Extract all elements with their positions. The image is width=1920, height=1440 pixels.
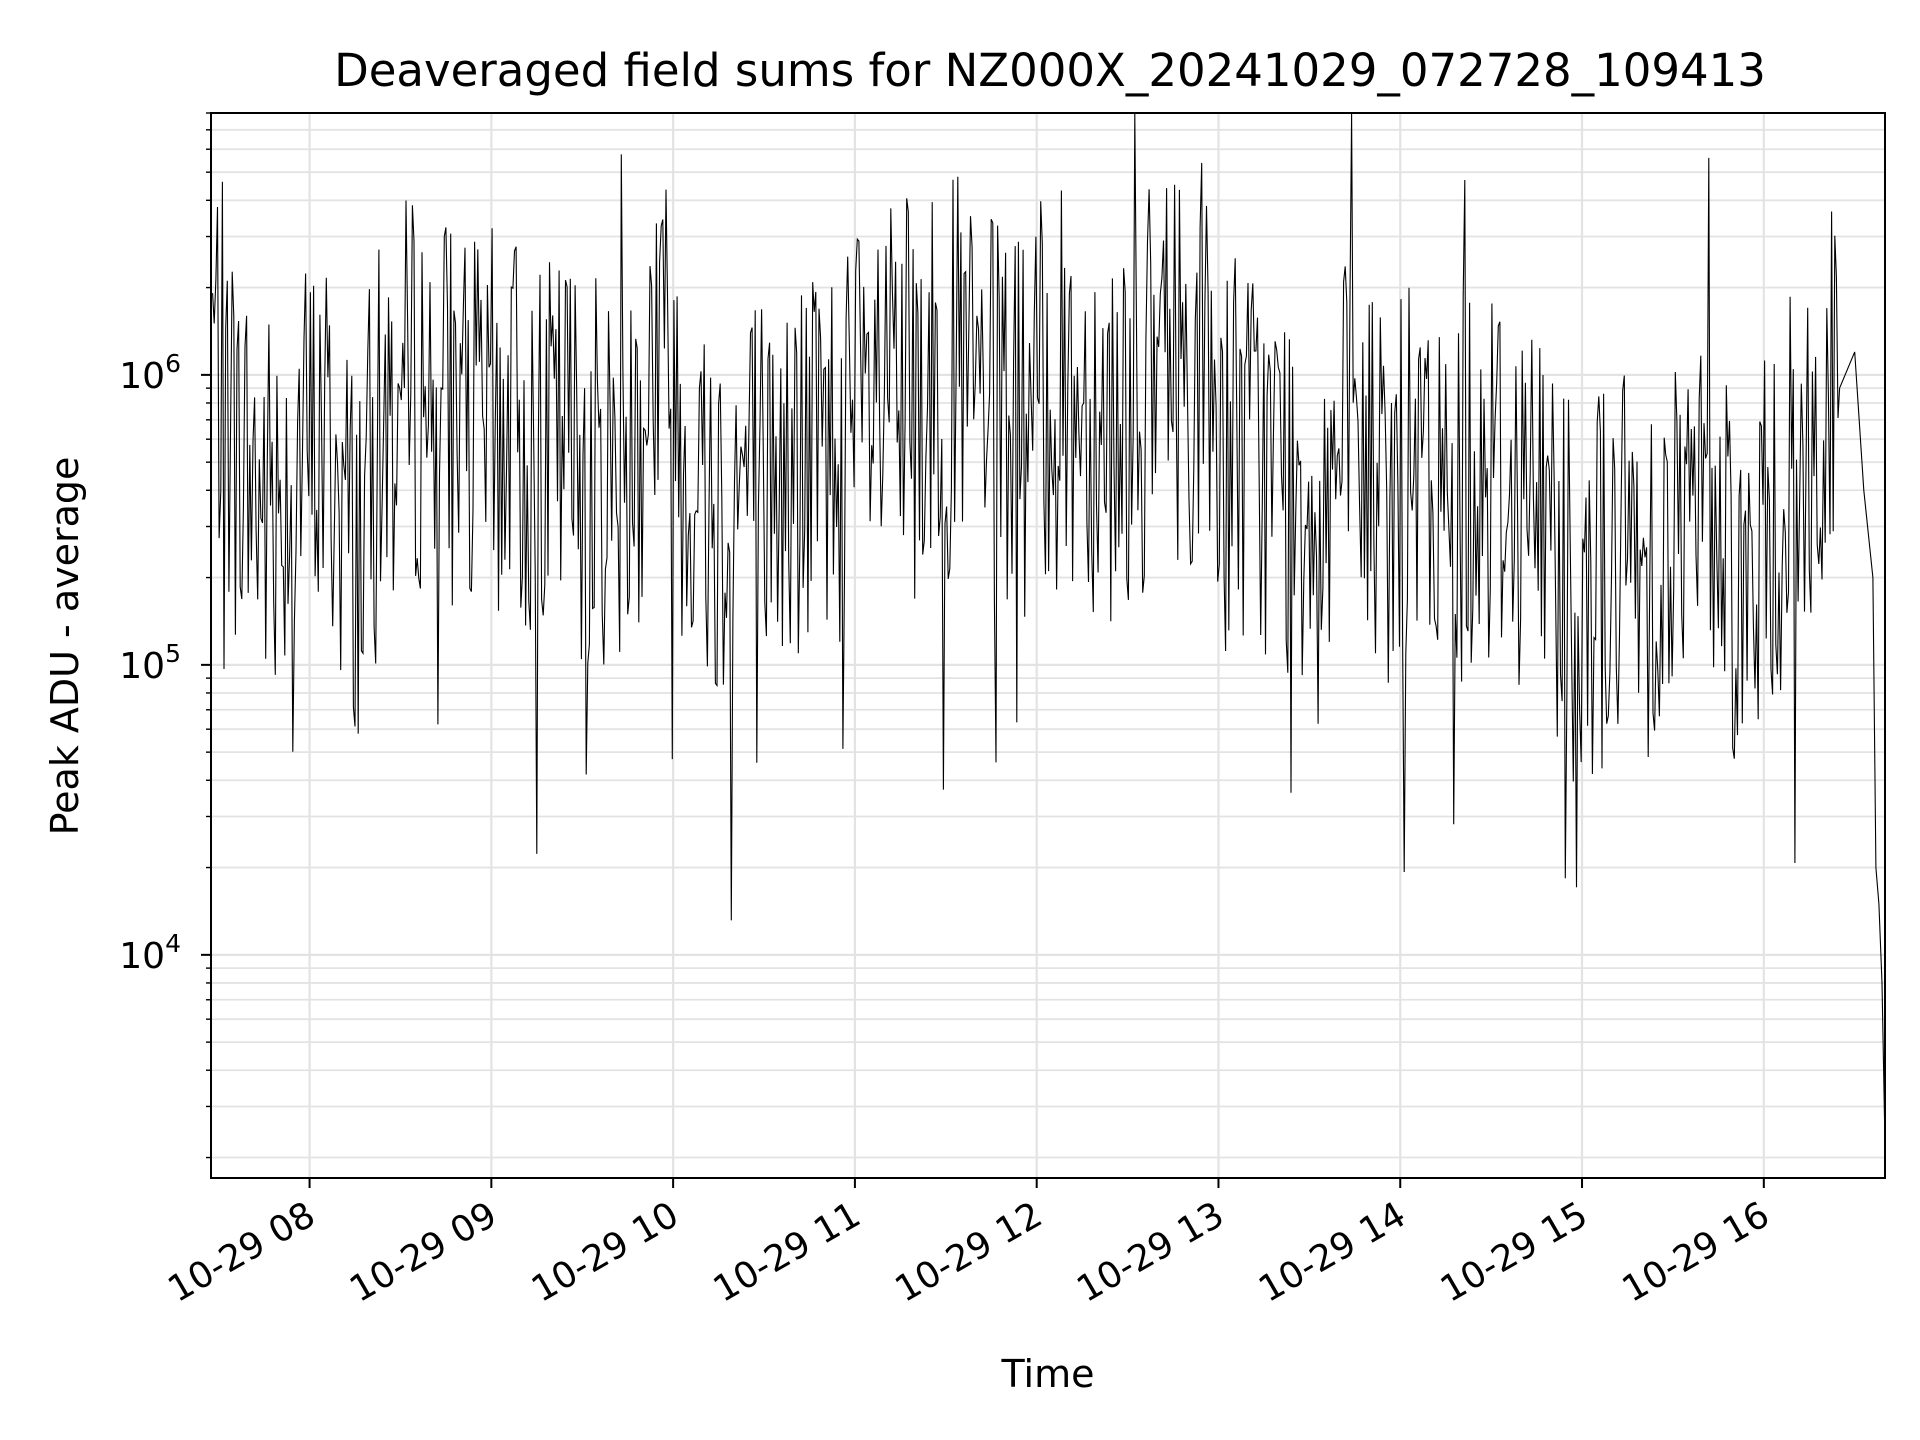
series-group — [212, 112, 1886, 1146]
series-line — [212, 112, 1886, 1146]
x-axis-label: Time — [1001, 1352, 1095, 1396]
y-tick-label: 104 — [119, 929, 181, 977]
y-axis: 104 105 106 — [119, 112, 211, 1159]
chart-title: Deaveraged field sums for NZ000X_2024102… — [334, 44, 1766, 97]
y-tick-label: 106 — [119, 349, 181, 397]
y-tick-label: 105 — [119, 639, 181, 687]
plot-frame — [210, 112, 1886, 1179]
y-axis-label: Peak ADU - average — [43, 457, 87, 836]
